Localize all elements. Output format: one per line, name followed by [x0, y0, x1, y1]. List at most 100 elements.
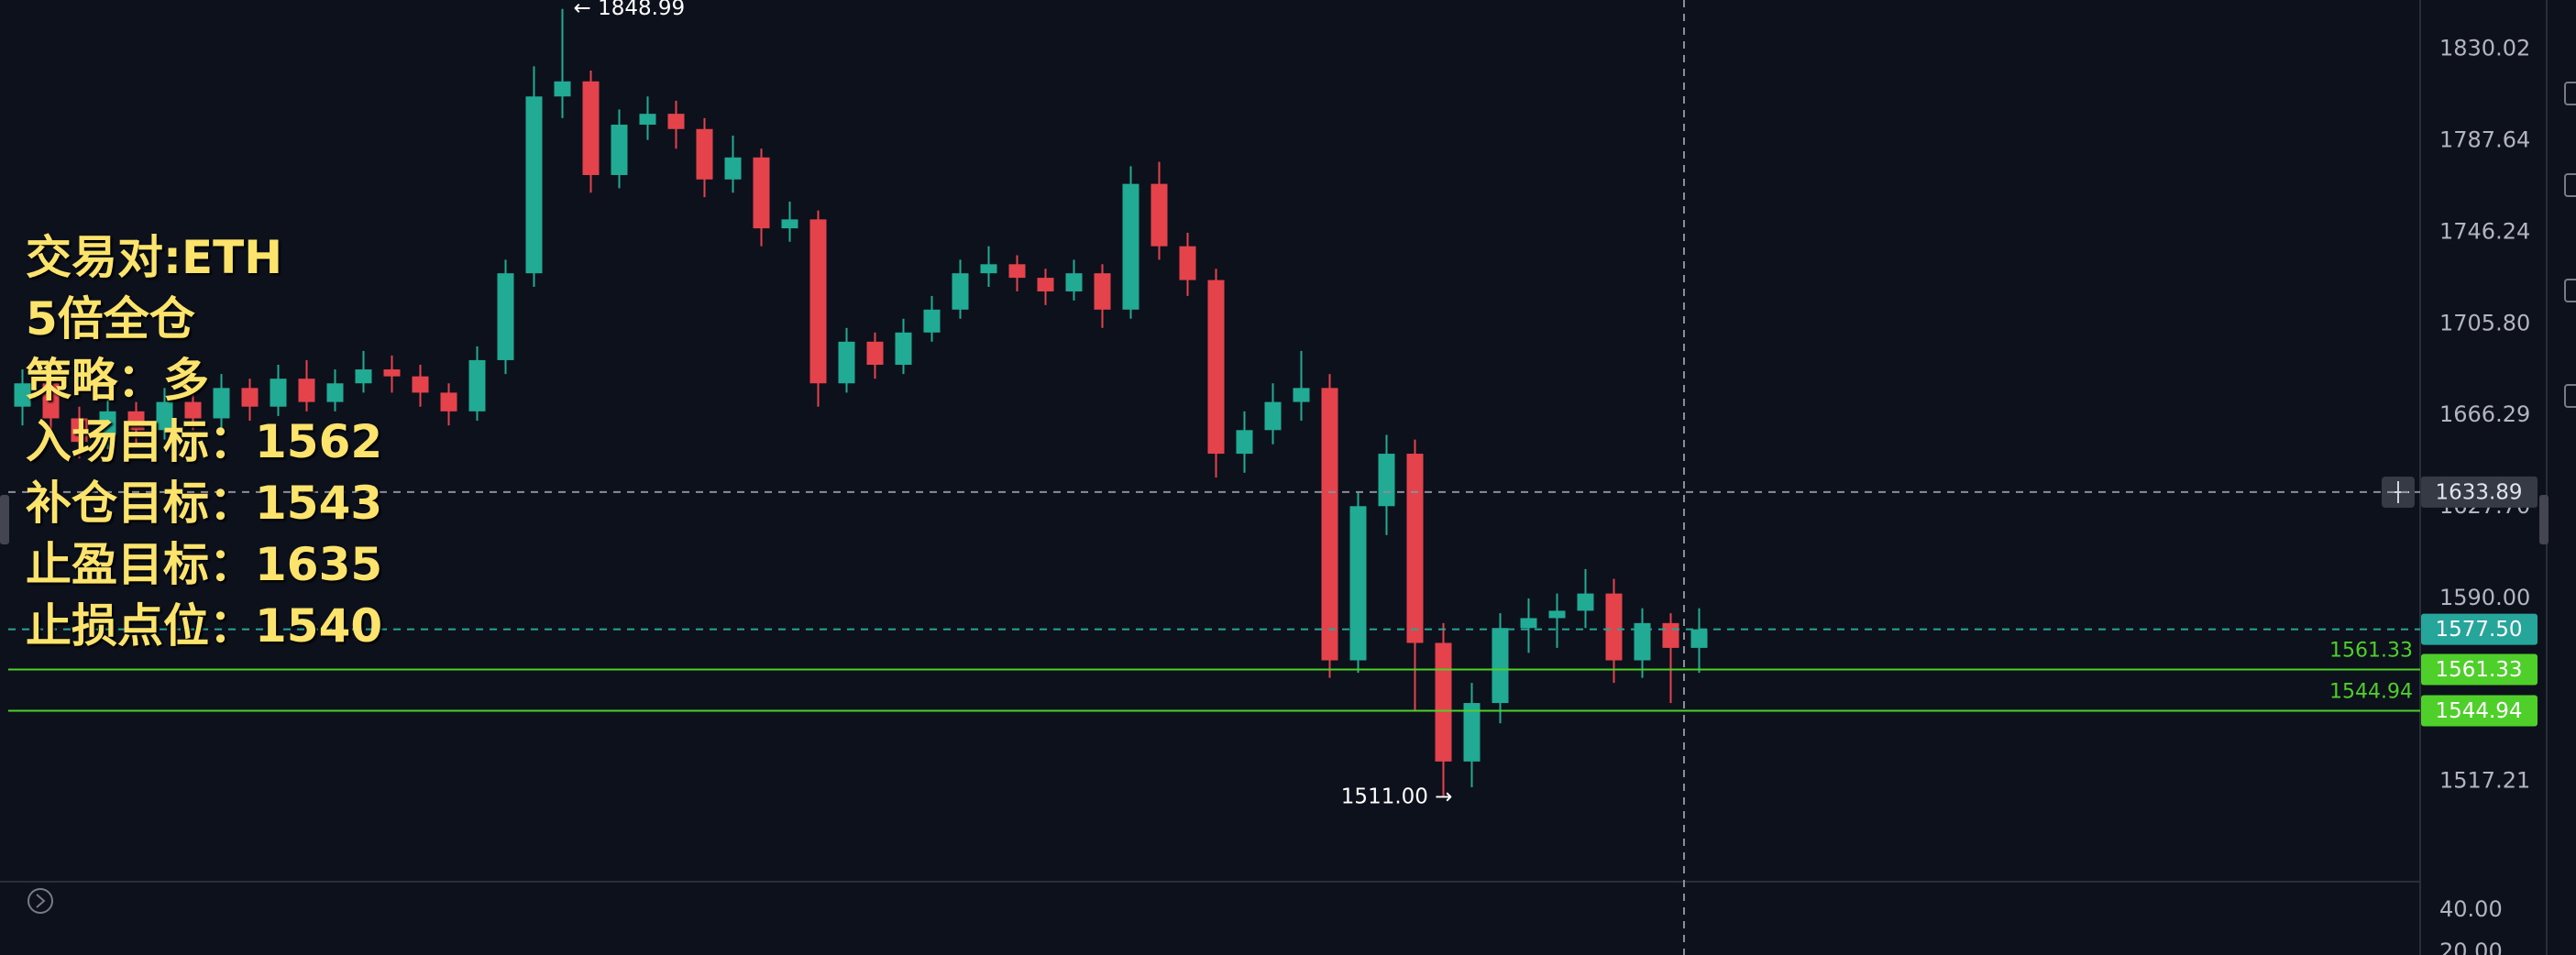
candle-body: [667, 114, 685, 129]
collapse-button[interactable]: [28, 888, 53, 914]
candle-body: [1293, 388, 1310, 402]
candle-body: [1520, 618, 1537, 629]
price-label: 1544.94: [2435, 699, 2522, 723]
candle-body: [1094, 273, 1111, 310]
candle-body: [1207, 280, 1225, 455]
candle-body: [952, 273, 969, 310]
candle-body: [1577, 593, 1594, 611]
y-tick-label: 1517.21: [2439, 768, 2530, 794]
extreme-label: 1511.00 →: [1341, 785, 1453, 809]
y-tick-label: 1590.00: [2439, 585, 2530, 610]
candle-body: [1662, 622, 1679, 648]
candle-body: [440, 392, 457, 412]
price-label-box: [2421, 695, 2537, 727]
candle-body: [383, 369, 401, 377]
overlay-line: 交易对:ETH: [26, 231, 283, 284]
price-label-box: [2421, 653, 2537, 686]
candle-body: [1548, 610, 1566, 619]
extreme-label: ← 1848.99: [574, 0, 686, 20]
candle-body: [1605, 593, 1623, 661]
price-label: 1633.89: [2435, 480, 2522, 504]
candle-body: [781, 219, 798, 229]
candle-body: [355, 369, 372, 384]
strategy-overlay: 交易对:ETH 5倍全仓策略：多入场目标：1562 补仓目标：1543 止盈目标：16…: [26, 227, 382, 657]
right-panel-toggle[interactable]: [2539, 495, 2548, 544]
candle-body: [1236, 430, 1253, 455]
candle-body: [1122, 183, 1139, 310]
overlay-line: 策略：多: [26, 354, 209, 407]
y-tick-label: 1746.24: [2439, 218, 2530, 244]
level-label: 1544.94: [2329, 680, 2413, 703]
candle-body: [1008, 264, 1026, 279]
candle-body: [809, 219, 827, 384]
candle-body: [980, 264, 997, 274]
candle-body: [14, 383, 31, 407]
candle-body: [582, 81, 600, 175]
candle-body: [270, 379, 287, 407]
candle-body: [412, 376, 429, 393]
candle-body: [1435, 642, 1452, 762]
candle-body: [1065, 273, 1083, 291]
y-tick-label: 1787.64: [2439, 127, 2530, 153]
candle-body: [127, 411, 145, 431]
candle-body: [1349, 506, 1367, 661]
candle-body: [696, 128, 713, 180]
candle-body: [525, 96, 543, 274]
candle-body: [611, 125, 628, 175]
candle-body: [326, 383, 344, 402]
price-label-box: [2421, 613, 2537, 645]
candle-body: [1321, 388, 1338, 661]
candle-body: [923, 309, 941, 333]
candle-body: [1463, 703, 1481, 762]
candle-body: [753, 157, 770, 229]
toolbar-icon[interactable]: [2564, 279, 2576, 302]
candle-body: [1406, 454, 1424, 643]
price-label: 1561.33: [2435, 658, 2522, 682]
collapse-icon: [36, 894, 46, 908]
indicator-tick-label: 20.00: [2439, 939, 2503, 955]
candle-body: [1378, 454, 1395, 507]
candle-body: [554, 81, 571, 97]
overlay-line: 补仓目标：1543: [26, 477, 383, 530]
candle-body: [184, 401, 202, 419]
level-label: 1561.33: [2329, 640, 2413, 663]
candle-body: [639, 114, 656, 126]
candle-body: [468, 359, 486, 412]
candle-body: [1150, 183, 1168, 247]
toolbar-icon[interactable]: [2564, 384, 2576, 408]
y-tick-label: 1830.02: [2439, 36, 2530, 61]
candle-body: [866, 341, 884, 365]
candle-body: [156, 401, 173, 431]
toolbar-icon[interactable]: [2564, 82, 2576, 105]
overlay-line: 止损点位：1540: [26, 599, 383, 653]
candle-body: [895, 332, 912, 365]
candle-body: [1634, 622, 1651, 661]
candle-body: [1037, 278, 1054, 291]
candle-body: [213, 388, 230, 419]
price-label: 1577.50: [2435, 618, 2522, 642]
candle-body: [71, 418, 88, 443]
indicator-tick-label: 40.00: [2439, 896, 2503, 922]
candle-body: [241, 388, 259, 407]
candle-body: [99, 411, 116, 443]
candle-body: [724, 157, 742, 180]
overlay-line: 止盈目标：1635: [26, 538, 383, 591]
y-tick-label: 1705.80: [2439, 310, 2530, 335]
candle-body: [298, 379, 315, 402]
y-tick-label: 1666.29: [2439, 401, 2530, 427]
candle-body: [42, 383, 60, 419]
candle-body: [1690, 629, 1708, 648]
overlay-line: 5倍全仓: [26, 292, 195, 346]
left-panel-toggle[interactable]: [0, 495, 9, 544]
price-label-box: [2421, 476, 2537, 508]
candle-body: [1179, 246, 1196, 280]
candle-body: [838, 341, 855, 384]
overlay-line: 入场目标：1562: [26, 415, 383, 468]
candle-body: [497, 273, 514, 360]
toolbar-icon[interactable]: [2564, 173, 2576, 197]
candle-body: [1492, 628, 1509, 704]
candle-body: [1264, 401, 1282, 431]
